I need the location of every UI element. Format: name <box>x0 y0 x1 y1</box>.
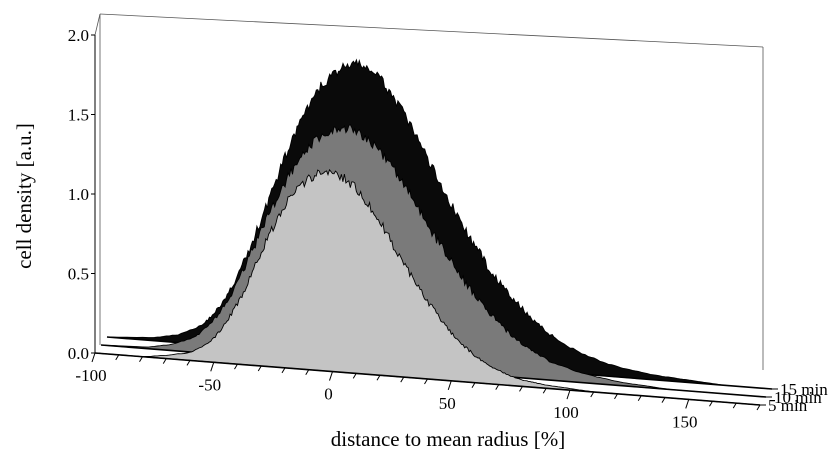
x-minor-tick <box>139 356 143 362</box>
y-tick-label: 1.0 <box>68 185 89 204</box>
x-minor-tick <box>637 395 642 401</box>
series-label: 5 min <box>768 396 808 415</box>
x-tick-label: 150 <box>672 412 698 431</box>
x-axis-title: distance to mean radius [%] <box>331 427 565 451</box>
x-tick-mark <box>91 352 96 363</box>
x-minor-tick <box>542 388 547 394</box>
x-minor-tick <box>614 393 618 400</box>
x-minor-tick <box>709 401 713 407</box>
series-label: 15 min <box>780 380 828 399</box>
x-minor-tick <box>519 386 523 392</box>
x-minor-tick <box>186 360 191 366</box>
y-tick-label: 1.5 <box>68 106 89 125</box>
x-tick-label: 50 <box>439 394 456 413</box>
x-minor-tick <box>281 367 286 374</box>
x-minor-tick <box>115 354 120 361</box>
x-minor-tick <box>732 402 737 409</box>
x-tick-mark <box>447 380 452 391</box>
x-tick-label: 0 <box>324 385 333 404</box>
x-tick-mark <box>210 362 215 372</box>
x-tick-mark <box>685 399 690 409</box>
x-minor-tick <box>376 375 381 381</box>
x-minor-tick <box>471 382 476 388</box>
frame-top-left-edge <box>94 13 101 36</box>
x-minor-tick <box>400 376 405 383</box>
x-tick-label: -100 <box>75 366 106 385</box>
x-minor-tick <box>257 365 262 372</box>
x-minor-tick <box>424 378 428 385</box>
x-tick-label: -50 <box>198 375 221 394</box>
x-minor-tick <box>661 397 666 403</box>
x-tick-label: 100 <box>553 403 579 422</box>
y-tick-label: 0.5 <box>68 265 89 284</box>
y-tick-label: 0.0 <box>68 344 89 363</box>
y-axis-title: cell density [a.u.] <box>12 123 36 269</box>
x-minor-tick <box>234 363 238 370</box>
series-label: 10 min <box>774 388 822 407</box>
frame-back-top-edge <box>99 13 764 48</box>
x-minor-tick <box>495 384 500 390</box>
x-minor-tick <box>756 404 761 411</box>
x-tick-mark <box>329 371 333 381</box>
y-tick-label: 2.0 <box>68 26 89 45</box>
x-minor-tick <box>590 391 595 398</box>
x-tick-mark <box>566 389 571 400</box>
x-minor-tick <box>305 369 310 375</box>
x-minor-tick <box>352 373 357 379</box>
x-minor-tick <box>162 358 167 364</box>
series-layer <box>94 58 773 406</box>
axis-layer: 0.0 0.5 1.0 1.5 2.0 -100 -50 0 50 100 150 15 min10 … <box>68 26 828 431</box>
